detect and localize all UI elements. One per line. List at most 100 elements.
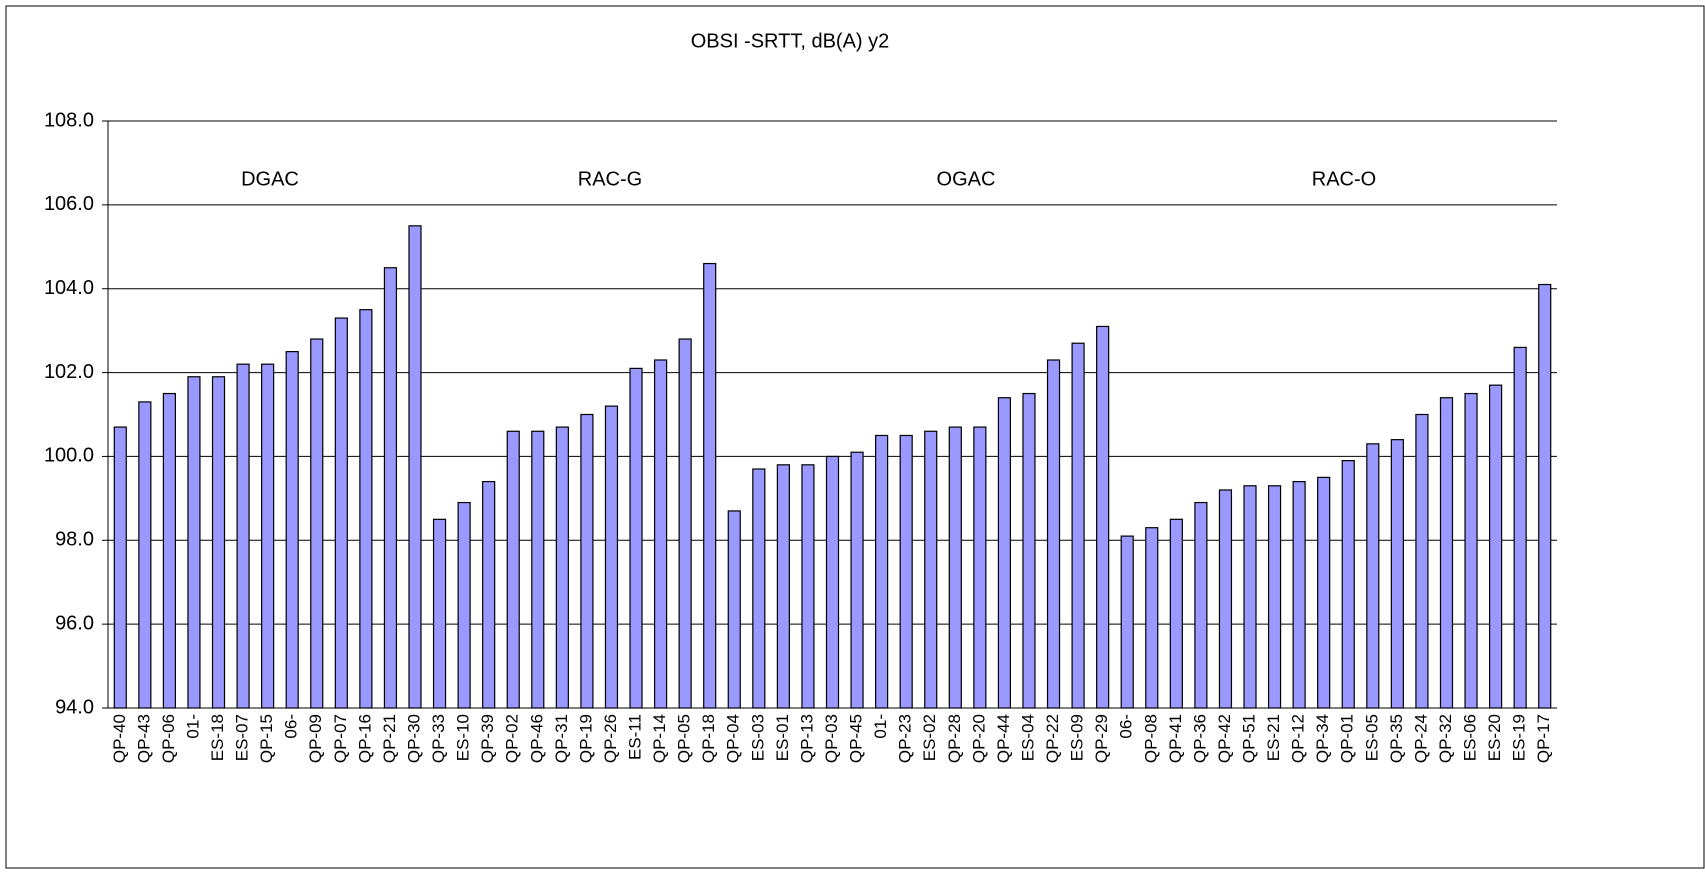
group-label: RAC-G: [578, 168, 642, 190]
x-tick-label: QP-26: [601, 714, 620, 763]
x-tick-label: QP-36: [1190, 714, 1209, 763]
bar: [997, 397, 1012, 709]
bar: [801, 464, 815, 709]
x-tick-label: QP-04: [724, 714, 743, 763]
x-tick-label: QP-31: [552, 714, 571, 763]
x-tick-label: 06-: [1117, 714, 1136, 739]
bar: [1464, 392, 1478, 709]
x-tick-label: QP-30: [404, 714, 423, 763]
bar: [162, 392, 176, 709]
x-tick-label: QP-03: [822, 714, 841, 763]
bar: [1489, 384, 1503, 709]
bar: [1120, 535, 1134, 709]
x-tick-label: ES-18: [208, 714, 227, 761]
bar: [924, 430, 938, 709]
bar: [1145, 527, 1159, 709]
bar: [1022, 392, 1036, 709]
y-tick-label: 106.0: [44, 193, 94, 215]
bar: [850, 451, 864, 709]
x-tick-label: QP-13: [797, 714, 816, 763]
x-tick-label: QP-41: [1166, 714, 1185, 763]
x-tick-label: QP-35: [1387, 714, 1406, 763]
x-tick-label: QP-46: [527, 714, 546, 763]
x-tick-label: QP-22: [1043, 714, 1062, 763]
group-label: DGAC: [241, 168, 299, 190]
bar: [1317, 476, 1331, 709]
x-tick-label: QP-45: [847, 714, 866, 763]
bar: [703, 262, 717, 709]
x-tick-label: QP-14: [650, 714, 669, 763]
x-tick-label: QP-42: [1215, 714, 1234, 763]
x-tick-label: QP-23: [896, 714, 915, 763]
group-label: OGAC: [937, 168, 996, 190]
bar: [1390, 439, 1404, 709]
x-tick-label: QP-20: [969, 714, 988, 763]
x-tick-label: QP-12: [1289, 714, 1308, 763]
x-tick-label: ES-19: [1510, 714, 1529, 761]
x-tick-label: QP-51: [1239, 714, 1258, 763]
bar: [408, 225, 422, 709]
chart-title: OBSI -SRTT, dB(A) y2: [691, 30, 890, 52]
x-tick-label: QP-07: [331, 714, 350, 763]
x-tick-label: 01-: [871, 714, 890, 739]
x-tick-label: QP-19: [576, 714, 595, 763]
bar: [236, 363, 250, 709]
bar: [727, 510, 741, 709]
bar: [1341, 460, 1355, 709]
x-tick-label: QP-06: [159, 714, 178, 763]
bar: [875, 434, 889, 709]
bar: [604, 405, 619, 709]
x-tick-label: QP-32: [1436, 714, 1455, 763]
bar: [211, 376, 226, 709]
x-tick-label: ES-06: [1461, 714, 1480, 761]
y-tick-label: 96.0: [55, 612, 94, 634]
bar: [1415, 413, 1429, 709]
x-tick-label: ES-04: [1018, 714, 1037, 761]
bar: [113, 426, 127, 709]
bar: [1439, 397, 1454, 709]
bar: [310, 338, 324, 709]
bar: [825, 455, 840, 709]
bar: [1096, 325, 1110, 709]
y-tick-label: 108.0: [44, 109, 94, 131]
y-tick-label: 104.0: [44, 277, 94, 299]
y-tick-label: 100.0: [44, 445, 94, 467]
x-tick-label: ES-20: [1485, 714, 1504, 761]
x-tick-label: QP-16: [355, 714, 374, 763]
bar: [1071, 342, 1085, 709]
bar: [359, 309, 373, 709]
x-tick-label: QP-44: [994, 714, 1013, 763]
bar: [629, 367, 643, 709]
bar: [1194, 501, 1208, 709]
x-tick-label: QP-28: [945, 714, 964, 763]
y-tick-label: 102.0: [44, 361, 94, 383]
bar: [678, 338, 692, 709]
y-tick-label: 98.0: [55, 529, 94, 551]
bar: [1267, 485, 1282, 709]
bar: [457, 501, 471, 709]
bar: [776, 464, 790, 709]
x-tick-label: QP-21: [380, 714, 399, 763]
x-tick-label: QP-43: [134, 714, 153, 763]
x-tick-label: QP-09: [306, 714, 325, 763]
x-tick-label: ES-11: [626, 714, 645, 760]
bar: [1292, 480, 1306, 709]
x-tick-label: QP-33: [429, 714, 448, 763]
x-tick-label: QP-29: [1092, 714, 1111, 763]
x-tick-label: QP-01: [1338, 714, 1357, 763]
bar: [531, 430, 545, 709]
x-tick-label: QP-17: [1534, 714, 1553, 763]
bar: [899, 434, 913, 709]
group-label: RAC-O: [1312, 168, 1376, 190]
x-tick-label: ES-07: [233, 714, 252, 761]
bar: [1513, 346, 1527, 709]
bar: [506, 430, 520, 709]
bar: [653, 359, 668, 709]
bar: [1538, 283, 1552, 709]
x-tick-label: ES-03: [748, 714, 767, 761]
x-tick-label: QP-34: [1313, 714, 1332, 763]
bar: [187, 376, 201, 709]
x-tick-label: QP-05: [675, 714, 694, 763]
bar: [334, 317, 348, 709]
